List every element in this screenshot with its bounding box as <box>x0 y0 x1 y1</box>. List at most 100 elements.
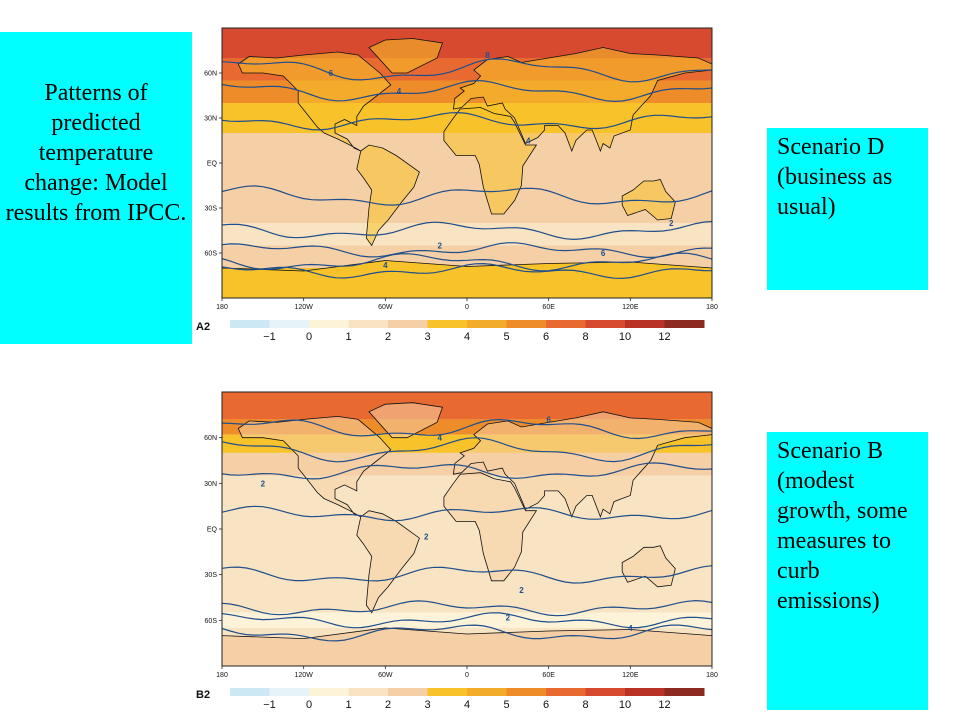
lat-tick-label: 30N <box>204 116 217 123</box>
lon-tick-label: 60W <box>378 304 393 311</box>
temperature-contour <box>222 418 712 440</box>
colorbar-swatch <box>230 320 270 328</box>
temperature-contour <box>222 262 712 280</box>
colorbar-swatch <box>664 320 705 328</box>
contour-value-label: 4 <box>526 137 531 146</box>
contour-value-label: 4 <box>628 624 633 633</box>
coastline-north-america <box>237 415 392 518</box>
warming-band <box>222 392 712 420</box>
lon-tick-label: 60W <box>378 672 393 679</box>
warming-band <box>222 28 712 58</box>
colorbar-swatch <box>269 688 310 696</box>
colorbar-tick-label: 12 <box>658 331 670 343</box>
colorbar-tick-label: 6 <box>543 331 549 343</box>
temperature-contour <box>222 220 712 241</box>
colorbar-swatch <box>506 320 547 328</box>
lon-tick-label: 60E <box>542 672 555 679</box>
lat-tick-label: 60N <box>204 435 217 442</box>
contour-value-label: 4 <box>438 434 443 443</box>
colorbar-swatch <box>427 320 468 328</box>
colorbar-tick-label: 6 <box>543 699 549 711</box>
colorbar-tick-label: 0 <box>306 331 312 343</box>
map-field: 6 4 2 2 2 2 4 <box>222 392 712 666</box>
colorbar-tick-label: 8 <box>582 331 588 343</box>
colorbar-swatch <box>506 688 547 696</box>
colorbar-swatch <box>388 320 428 328</box>
contour-value-label: 4 <box>383 261 388 270</box>
colorbar-tick-label: 12 <box>658 699 670 711</box>
temperature-contour <box>222 565 712 584</box>
temperature-contour <box>222 505 712 522</box>
colorbar-swatch <box>585 320 626 328</box>
contour-value-label: 2 <box>669 219 674 228</box>
contour-value-label: 6 <box>601 249 606 258</box>
colorbar-swatch <box>309 320 349 328</box>
lat-tick-label: 60S <box>205 618 218 625</box>
colorbar-tick-label: 10 <box>619 699 631 711</box>
scenario-d-callout: Scenario D (business as usual) <box>767 128 928 290</box>
map-field: 8 6 4 4 2 2 6 4 <box>222 28 712 298</box>
map-panel-a2: 8 6 4 4 2 2 6 4 60N 30N EQ 30S 60S 180 120W 60W 0 60E 120E… <box>196 22 718 352</box>
colorbar-tick-label: 2 <box>385 699 391 711</box>
title-callout: Patterns of predicted temperature change… <box>0 32 192 344</box>
colorbar-tick-label: 8 <box>582 699 588 711</box>
contour-value-label: 2 <box>519 586 524 595</box>
lon-tick-label: 180 <box>706 672 718 679</box>
slide-title: Patterns of predicted temperature change… <box>5 80 187 226</box>
scenario-panel-id: B2 <box>196 689 210 701</box>
temperature-contour <box>222 462 712 480</box>
lat-tick-label: 30S <box>205 206 218 213</box>
contour-value-label: 4 <box>397 87 402 96</box>
lon-tick-label: 120W <box>295 672 314 679</box>
colorbar-tick-label: 1 <box>345 699 351 711</box>
map-panel-b2: 6 4 2 2 2 2 4 60N 30N EQ 30S 60S 180 120W 60W 0 60E 120E 1… <box>196 386 718 720</box>
colorbar-tick-label: 0 <box>306 699 312 711</box>
temperature-contour <box>222 79 712 103</box>
colorbar-tick-label: 3 <box>424 331 430 343</box>
coastline-south-america <box>356 144 420 247</box>
coastline-north-america <box>237 51 392 152</box>
coastline-africa <box>443 472 538 582</box>
colorbar-swatch <box>348 320 389 328</box>
contour-value-label: 6 <box>546 415 551 424</box>
temperature-contour <box>222 437 712 463</box>
colorbar-tick-label: 5 <box>503 331 509 343</box>
contour-value-label: 2 <box>424 533 429 542</box>
lon-tick-label: 120W <box>295 304 314 311</box>
contour-value-label: 2 <box>506 613 511 622</box>
lon-tick-label: 0 <box>465 304 469 311</box>
lon-tick-label: 180 <box>706 304 718 311</box>
scenario-d-label: Scenario D (business as usual) <box>777 134 893 220</box>
colorbar-swatch <box>230 688 270 696</box>
lon-tick-label: 180 <box>216 304 228 311</box>
temperature-contour <box>222 111 712 131</box>
scenario-b-label: Scenario B (modest growth, some measures… <box>777 438 908 614</box>
contour-value-label: 2 <box>438 242 443 251</box>
temperature-contour <box>222 624 712 642</box>
temperature-contour <box>222 58 712 83</box>
colorbar-swatch <box>269 320 310 328</box>
colorbar-swatch <box>664 688 705 696</box>
colorbar-swatch <box>625 688 665 696</box>
lat-tick-label: 60N <box>204 71 217 78</box>
temperature-contour <box>222 599 712 617</box>
contour-value-label: 6 <box>329 69 334 78</box>
coastline-south-america <box>356 510 420 614</box>
colorbar-swatch <box>467 320 507 328</box>
colorbar-swatch <box>546 688 586 696</box>
temperature-contour <box>222 185 712 206</box>
colorbar-swatch <box>388 688 428 696</box>
coastline-greenland <box>368 38 444 74</box>
colorbar-swatch <box>625 320 665 328</box>
lon-tick-label: 120E <box>622 304 639 311</box>
colorbar-swatch <box>467 688 507 696</box>
lat-tick-label: 30S <box>205 572 218 579</box>
lat-tick-label: 30N <box>204 481 217 488</box>
colorbar-tick-label: −1 <box>263 331 276 343</box>
lon-tick-label: 0 <box>465 672 469 679</box>
colorbar-tick-label: 10 <box>619 331 631 343</box>
colorbar-swatch <box>309 688 349 696</box>
lat-tick-label: EQ <box>207 527 218 534</box>
temperature-contour <box>222 612 712 629</box>
